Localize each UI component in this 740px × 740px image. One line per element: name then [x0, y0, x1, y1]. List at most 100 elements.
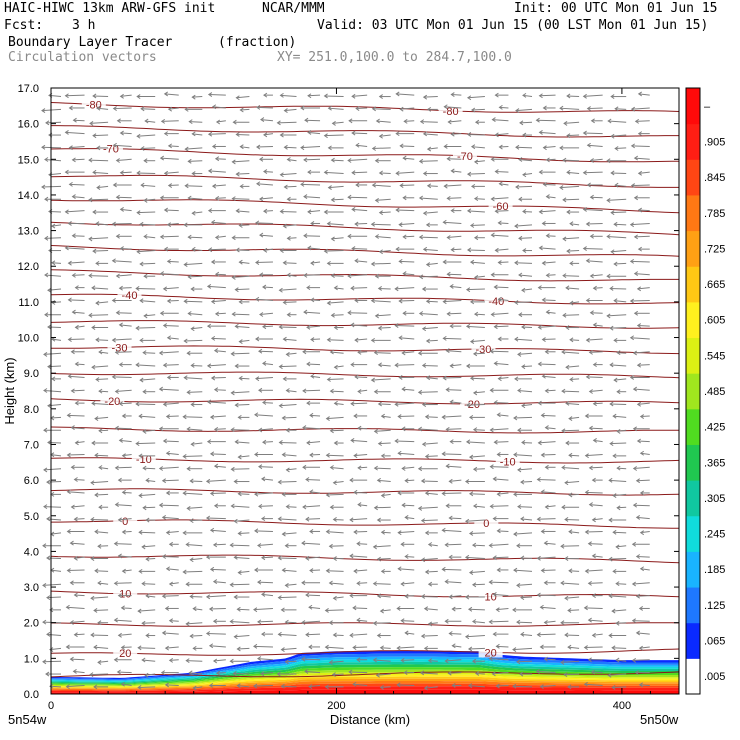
wind-vector	[331, 159, 344, 162]
wind-vector-head	[494, 208, 499, 214]
wind-vector	[493, 556, 509, 559]
wind-vector-head	[281, 567, 286, 573]
wind-vector-head	[66, 489, 71, 495]
wind-vector	[46, 633, 62, 637]
wind-vector-head	[374, 234, 379, 239]
wind-vector-head	[163, 170, 169, 176]
wind-vector	[140, 378, 156, 381]
colorbar-label: .065	[704, 636, 725, 648]
wind-vector	[71, 389, 85, 392]
wind-vector-head	[64, 130, 69, 135]
wind-vector-head	[45, 671, 50, 677]
y-tick-label: 2.0	[24, 618, 39, 630]
wind-vector-head	[92, 133, 97, 139]
wind-vector	[565, 518, 580, 521]
wind-vector	[540, 606, 556, 609]
wind-vector-head	[162, 401, 168, 407]
wind-vector-head	[443, 144, 448, 149]
wind-vector	[67, 453, 85, 456]
wind-vector	[633, 351, 650, 354]
wind-vector-head	[306, 324, 311, 330]
wind-vector-head	[253, 607, 258, 613]
wind-vector-head	[559, 145, 564, 151]
wind-vector-head	[608, 556, 613, 562]
circulation-vectors	[41, 91, 650, 691]
wind-vector	[91, 634, 109, 637]
wind-vector	[230, 583, 250, 586]
wind-vector	[467, 249, 485, 252]
contour-label: 0	[483, 518, 489, 530]
wind-vector-head	[353, 568, 358, 574]
wind-vector-head	[355, 106, 360, 111]
wind-vector	[567, 250, 580, 252]
wind-vector-head	[565, 400, 570, 406]
temperature-contour	[50, 648, 680, 656]
wind-vector	[447, 197, 462, 199]
wind-vector-head	[187, 311, 192, 316]
wind-vector-head	[215, 119, 221, 125]
wind-vector	[210, 568, 226, 571]
wind-vector	[423, 248, 438, 252]
wind-vector	[536, 119, 556, 122]
wind-vector	[188, 236, 203, 239]
wind-vector-head	[213, 387, 219, 393]
wind-vector-head	[446, 156, 451, 162]
wind-vector-head	[588, 425, 593, 431]
wind-vector	[311, 299, 321, 301]
wind-vector	[121, 646, 132, 649]
temperature-contour	[50, 622, 680, 627]
wind-vector-head	[111, 221, 116, 227]
wind-vector-head	[277, 631, 282, 637]
wind-vector-head	[117, 632, 122, 638]
wind-vector-head	[582, 170, 587, 176]
wind-vector	[607, 236, 627, 239]
wind-vector	[92, 365, 109, 368]
wind-vector	[279, 365, 297, 368]
wind-vector-head	[589, 233, 594, 239]
wind-vector-head	[307, 209, 312, 215]
wind-vector-head	[376, 517, 381, 523]
wind-vector-head	[417, 426, 423, 432]
wind-vector-head	[283, 144, 288, 150]
wind-vector-head	[44, 235, 49, 241]
wind-vector	[44, 237, 62, 239]
wind-vector	[610, 327, 627, 329]
wind-vector	[608, 120, 627, 123]
wind-vector-head	[162, 323, 168, 328]
tracer-band-14	[51, 686, 679, 693]
wind-vector-head	[302, 464, 307, 470]
wind-vector-head	[121, 529, 126, 535]
wind-vector	[589, 504, 603, 507]
wind-vector-head	[145, 517, 150, 523]
wind-vector-head	[214, 235, 220, 240]
wind-vector	[493, 478, 509, 481]
wind-vector-head	[234, 287, 239, 293]
wind-vector-head	[238, 339, 243, 344]
wind-vector-head	[540, 489, 545, 495]
wind-vector	[139, 415, 156, 418]
wind-vector-head	[121, 489, 126, 495]
wind-vector	[333, 596, 344, 599]
wind-vector	[234, 635, 250, 638]
wind-vector	[192, 248, 203, 252]
wind-vector	[589, 351, 603, 353]
wind-vector	[611, 211, 627, 214]
wind-vector-head	[634, 670, 640, 676]
wind-vector-head	[517, 388, 522, 393]
wind-vector-head	[238, 299, 243, 305]
wind-vector	[213, 581, 226, 584]
wind-vector-head	[208, 606, 214, 612]
temperature-contour	[50, 320, 680, 329]
wind-vector-head	[514, 300, 519, 305]
wind-vector	[607, 314, 627, 317]
wind-vector	[263, 210, 273, 212]
wind-vector	[514, 224, 533, 227]
wind-vector-head	[404, 515, 409, 520]
wind-vector	[563, 275, 580, 277]
wind-vector	[421, 595, 438, 598]
wind-vector	[470, 377, 485, 380]
wind-vector-head	[209, 491, 215, 496]
wind-vector	[184, 300, 203, 303]
wind-vector	[517, 506, 533, 508]
wind-vector	[121, 683, 132, 686]
